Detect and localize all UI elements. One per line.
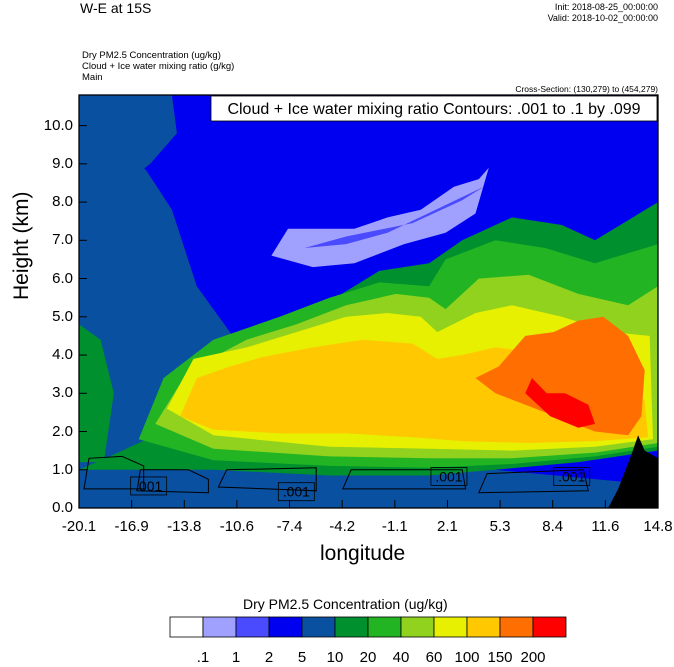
x-tick-label: -20.1 <box>61 518 97 535</box>
x-tick-label: 5.3 <box>489 518 511 535</box>
colorbar-swatch <box>169 616 204 638</box>
y-tick-label: 6.0 <box>52 269 73 287</box>
colorbar-label: 60 <box>425 649 443 666</box>
y-tick-label: 9.0 <box>52 154 73 172</box>
x-tick-label: -7.4 <box>276 518 303 535</box>
cloud-contour <box>342 469 467 490</box>
colorbar-swatch <box>268 616 303 638</box>
contour-label: .001 <box>558 468 585 484</box>
init-time: Init: 2018-08-25_00:00:00 <box>554 2 658 12</box>
contour-label: .001 <box>135 478 162 494</box>
x-axis-label: longitude <box>320 542 406 565</box>
y-tick-label: 7.0 <box>52 231 73 249</box>
colorbar-swatch <box>367 616 402 638</box>
meta-line-field: Dry PM2.5 Concentration (ug/kg) <box>82 50 221 61</box>
cross-section-label: Cross-Section: (130,279) to (454,279) <box>515 84 658 94</box>
contour-label-box <box>430 467 468 486</box>
colorbar-label: 200 <box>520 649 546 666</box>
x-tick-label: -10.6 <box>219 518 254 535</box>
x-tick-label: -16.9 <box>114 518 149 535</box>
colorbar-swatch <box>202 616 237 638</box>
colorbar-title: Dry PM2.5 Concentration (ug/kg) <box>243 596 448 612</box>
overlay-label-box <box>210 95 658 122</box>
x-tick-label: 8.4 <box>542 518 564 535</box>
contour-label-box <box>130 476 168 496</box>
colorbar-swatch <box>499 616 534 638</box>
x-tick-label: -4.2 <box>329 518 356 535</box>
colorbar-label: 20 <box>359 649 377 666</box>
colorbar-label: 1 <box>231 649 241 666</box>
colorbar-swatch <box>433 616 468 638</box>
contour-label-box <box>553 467 591 486</box>
meta-line-domain: Main <box>82 72 103 83</box>
x-tick-label: 2.1 <box>437 518 458 535</box>
colorbar-label: 40 <box>392 649 410 666</box>
x-tick-label: -1.1 <box>381 518 408 535</box>
valid-time: Valid: 2018-10-02_00:00:00 <box>547 13 658 23</box>
colorbar-label: .1 <box>196 649 210 666</box>
meta-line-contour: Cloud + Ice water mixing ratio (g/kg) <box>82 61 235 72</box>
colorbar-label: 10 <box>326 649 344 666</box>
band-10-20-top <box>79 95 177 180</box>
contour-label: .001 <box>283 484 310 500</box>
x-tick-label: -13.8 <box>167 518 202 535</box>
contour-label: .001 <box>435 468 462 484</box>
band-20-40-left <box>79 324 114 463</box>
y-tick-label: 4.0 <box>52 346 73 364</box>
colorbar-swatch <box>466 616 501 638</box>
y-tick-label: 1.0 <box>52 460 73 478</box>
contour-label-box <box>277 482 315 502</box>
colorbar-label: 5 <box>297 649 307 666</box>
y-tick-label: 8.0 <box>52 193 73 211</box>
x-tick-label: 14.8 <box>643 518 673 535</box>
y-tick-label: 2.0 <box>52 422 73 440</box>
plot-frame <box>78 94 659 509</box>
band-200-plus <box>475 316 645 436</box>
figure-title: W-E at 15S <box>80 0 152 16</box>
terrain <box>608 435 658 508</box>
colorbar-swatch <box>301 616 336 638</box>
colorbar-swatch <box>400 616 435 638</box>
colorbar-label: 100 <box>454 649 480 666</box>
overlay-label: Cloud + Ice water mixing ratio Contours:… <box>227 101 640 118</box>
heatmap-field <box>79 95 658 508</box>
cloud-contour <box>217 467 317 492</box>
field-descriptions: Dry PM2.5 Concentration (ug/kg) Cloud + … <box>82 50 234 83</box>
colorbar-swatch <box>235 616 270 638</box>
colorbar-label: 2 <box>264 649 274 666</box>
x-tick-label: 11.6 <box>591 518 620 535</box>
y-tick-label: 3.0 <box>52 384 73 402</box>
cloud-contour <box>478 469 589 494</box>
band-max <box>525 378 595 428</box>
y-tick-label: 5.0 <box>52 307 73 325</box>
colorbar-swatch <box>334 616 369 638</box>
cloud-contour <box>136 469 209 494</box>
cloud-contour <box>83 455 145 490</box>
colorbar-label: 150 <box>487 649 513 666</box>
y-tick-label: 0.0 <box>52 499 73 516</box>
colorbar-swatch <box>532 616 567 638</box>
y-tick-label: 10.0 <box>43 116 73 134</box>
